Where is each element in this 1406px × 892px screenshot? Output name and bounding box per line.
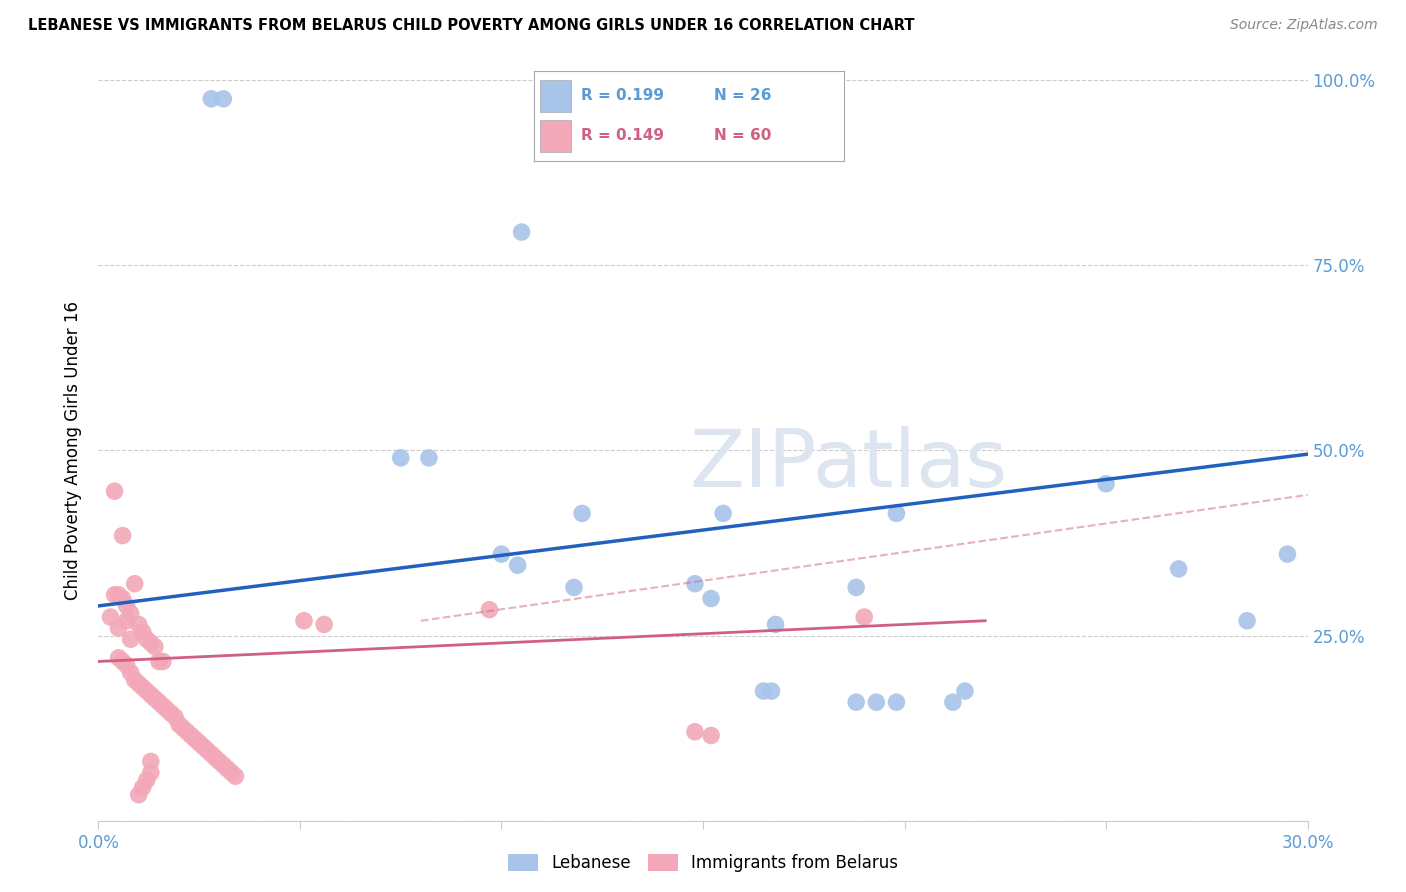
Point [148, 655, 170, 669]
Point [111, 655, 134, 669]
Point [160, 706, 183, 721]
Point [208, 755, 231, 769]
Point [103, 484, 125, 499]
Y-axis label: Child Poverty Among Girls Under 16: Child Poverty Among Girls Under 16 [65, 301, 83, 600]
Point [200, 747, 222, 761]
Point [148, 695, 170, 709]
Point [124, 673, 146, 687]
Point [184, 732, 207, 747]
Point [111, 528, 134, 542]
FancyBboxPatch shape [540, 80, 571, 112]
Point [193, 739, 215, 754]
Point [212, 92, 235, 106]
Point [853, 610, 876, 624]
Point [886, 507, 908, 521]
Point [107, 650, 129, 665]
Point [711, 507, 734, 521]
Point [135, 772, 157, 787]
Point [761, 684, 783, 698]
Point [418, 450, 440, 465]
Point [886, 695, 908, 709]
Point [143, 640, 166, 654]
Point [700, 729, 723, 743]
Point [100, 610, 122, 624]
Point [128, 676, 150, 690]
Point [135, 632, 157, 647]
Point [143, 691, 166, 706]
Point [953, 684, 976, 698]
Point [1236, 614, 1258, 628]
Point [139, 636, 162, 650]
Point [111, 591, 134, 606]
Point [683, 576, 706, 591]
Point [752, 684, 775, 698]
Point [478, 602, 501, 616]
Point [1277, 547, 1299, 561]
Point [845, 581, 868, 595]
Point [204, 750, 226, 764]
Point [152, 698, 174, 713]
Point [700, 591, 723, 606]
Point [683, 724, 706, 739]
Point [1167, 562, 1189, 576]
Point [139, 755, 162, 769]
Point [224, 769, 246, 783]
Point [389, 450, 412, 465]
Point [212, 758, 235, 772]
Point [107, 588, 129, 602]
Point [124, 576, 146, 591]
Point [132, 624, 155, 639]
Point [217, 762, 239, 776]
Point [128, 788, 150, 802]
Text: R = 0.149: R = 0.149 [581, 128, 664, 143]
Text: N = 60: N = 60 [714, 128, 770, 143]
Point [180, 729, 202, 743]
Point [765, 617, 787, 632]
Point [188, 736, 211, 750]
Text: R = 0.199: R = 0.199 [581, 88, 664, 103]
Point [221, 765, 243, 780]
Point [865, 695, 887, 709]
Point [103, 588, 125, 602]
Point [128, 617, 150, 632]
Point [942, 695, 965, 709]
Point [120, 632, 142, 647]
Point [571, 507, 593, 521]
Point [120, 607, 142, 621]
Point [139, 765, 162, 780]
Text: Source: ZipAtlas.com: Source: ZipAtlas.com [1230, 18, 1378, 32]
Point [314, 617, 336, 632]
Point [152, 655, 174, 669]
Text: ZIPatlas: ZIPatlas [689, 426, 1007, 504]
Point [132, 780, 155, 795]
Point [135, 684, 157, 698]
Point [120, 665, 142, 680]
FancyBboxPatch shape [540, 120, 571, 152]
Point [491, 547, 513, 561]
Point [506, 558, 529, 573]
Point [195, 743, 218, 757]
Point [115, 599, 138, 613]
Point [163, 710, 186, 724]
Point [1095, 476, 1118, 491]
Point [845, 695, 868, 709]
Point [176, 724, 198, 739]
Point [510, 225, 533, 239]
Point [132, 681, 155, 695]
Point [139, 688, 162, 702]
Point [115, 658, 138, 673]
Text: N = 26: N = 26 [714, 88, 770, 103]
Point [292, 614, 315, 628]
Point [172, 721, 194, 735]
Point [156, 703, 179, 717]
Point [562, 581, 585, 595]
Point [115, 614, 138, 628]
Point [167, 717, 190, 731]
Legend: Lebanese, Immigrants from Belarus: Lebanese, Immigrants from Belarus [502, 847, 904, 879]
Text: LEBANESE VS IMMIGRANTS FROM BELARUS CHILD POVERTY AMONG GIRLS UNDER 16 CORRELATI: LEBANESE VS IMMIGRANTS FROM BELARUS CHIL… [28, 18, 915, 33]
Point [107, 621, 129, 635]
Point [200, 92, 222, 106]
